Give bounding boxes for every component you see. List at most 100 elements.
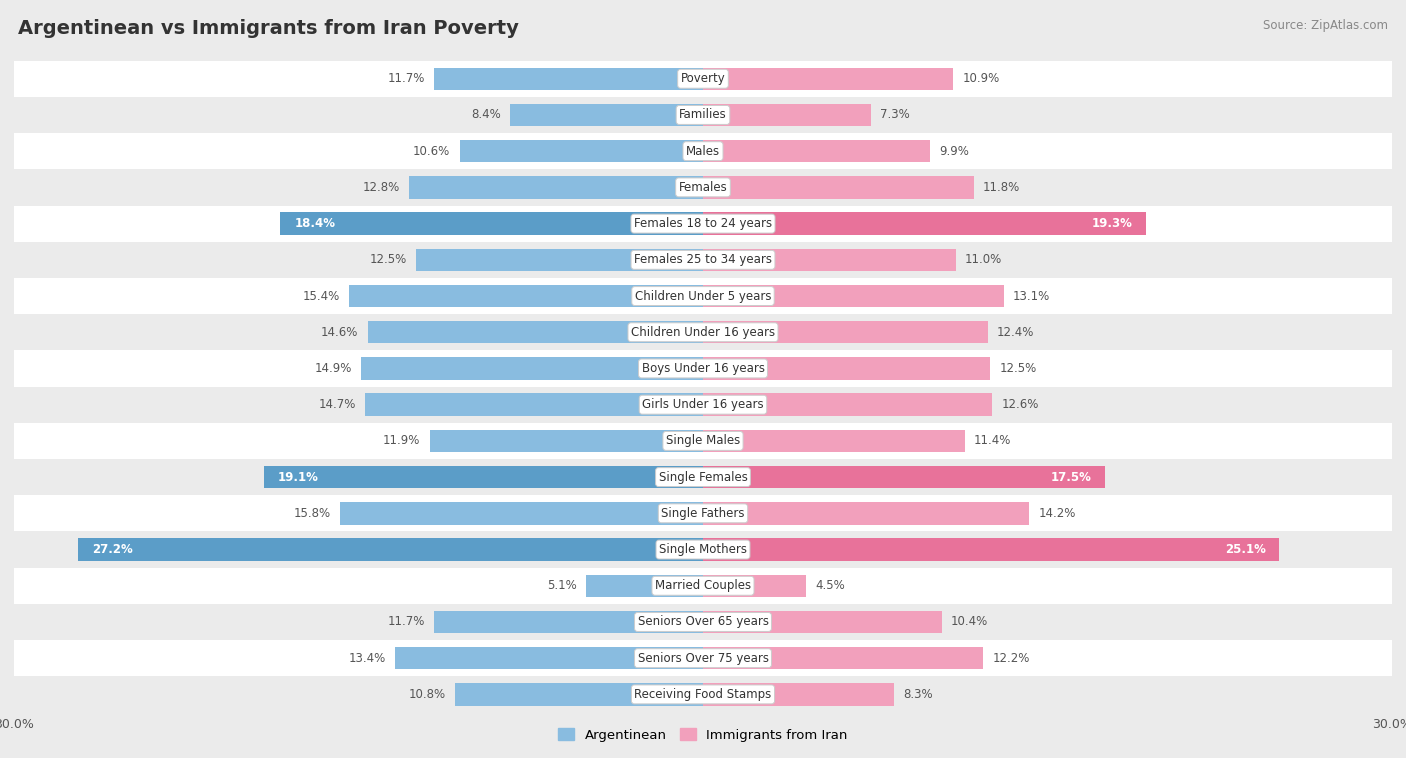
Bar (14, 568, 1392, 604)
Text: Married Couples: Married Couples (655, 579, 751, 592)
Text: 25.1%: 25.1% (1225, 543, 1265, 556)
Bar (703, 538, 1279, 561)
Text: 11.9%: 11.9% (384, 434, 420, 447)
Bar (703, 140, 931, 162)
Text: 13.4%: 13.4% (349, 652, 387, 665)
Bar (14, 278, 1392, 314)
Bar (14, 169, 1392, 205)
Bar (14, 350, 1392, 387)
Text: 12.6%: 12.6% (1001, 398, 1039, 411)
Bar (280, 212, 703, 235)
Text: Females 18 to 24 years: Females 18 to 24 years (634, 217, 772, 230)
Bar (349, 285, 703, 307)
Text: 14.9%: 14.9% (315, 362, 352, 375)
Bar (703, 212, 1146, 235)
Bar (14, 604, 1392, 640)
Bar (79, 538, 703, 561)
Text: 9.9%: 9.9% (939, 145, 969, 158)
Bar (703, 104, 870, 126)
Bar (14, 495, 1392, 531)
Text: 5.1%: 5.1% (547, 579, 576, 592)
Text: Girls Under 16 years: Girls Under 16 years (643, 398, 763, 411)
Bar (14, 205, 1392, 242)
Bar (586, 575, 703, 597)
Text: Boys Under 16 years: Boys Under 16 years (641, 362, 765, 375)
Bar (361, 357, 703, 380)
Text: 12.4%: 12.4% (997, 326, 1035, 339)
Bar (264, 466, 703, 488)
Text: 10.6%: 10.6% (413, 145, 450, 158)
Bar (14, 387, 1392, 423)
Bar (14, 676, 1392, 713)
Text: 11.4%: 11.4% (974, 434, 1011, 447)
Text: Children Under 16 years: Children Under 16 years (631, 326, 775, 339)
Bar (703, 611, 942, 633)
Legend: Argentinean, Immigrants from Iran: Argentinean, Immigrants from Iran (558, 728, 848, 742)
Text: Argentinean vs Immigrants from Iran Poverty: Argentinean vs Immigrants from Iran Pove… (18, 19, 519, 38)
Text: 12.5%: 12.5% (1000, 362, 1036, 375)
Bar (409, 176, 703, 199)
Bar (703, 393, 993, 416)
Bar (703, 249, 956, 271)
Bar (703, 647, 983, 669)
Text: 19.1%: 19.1% (278, 471, 319, 484)
Text: Single Fathers: Single Fathers (661, 507, 745, 520)
Text: 12.2%: 12.2% (993, 652, 1029, 665)
Bar (14, 61, 1392, 97)
Bar (14, 459, 1392, 495)
Bar (703, 466, 1105, 488)
Bar (366, 393, 703, 416)
Text: 14.2%: 14.2% (1038, 507, 1076, 520)
Bar (703, 683, 894, 706)
Bar (14, 97, 1392, 133)
Text: 14.7%: 14.7% (319, 398, 356, 411)
Bar (510, 104, 703, 126)
Bar (368, 321, 703, 343)
Bar (434, 611, 703, 633)
Text: 13.1%: 13.1% (1012, 290, 1050, 302)
Text: 11.0%: 11.0% (965, 253, 1002, 266)
Bar (703, 67, 953, 90)
Text: 17.5%: 17.5% (1050, 471, 1091, 484)
Bar (340, 502, 703, 525)
Bar (703, 575, 807, 597)
Text: Seniors Over 65 years: Seniors Over 65 years (637, 615, 769, 628)
Text: Children Under 5 years: Children Under 5 years (634, 290, 772, 302)
Bar (703, 502, 1029, 525)
Text: Single Males: Single Males (666, 434, 740, 447)
Text: 12.8%: 12.8% (363, 181, 399, 194)
Text: 18.4%: 18.4% (294, 217, 335, 230)
Bar (703, 430, 965, 452)
Bar (434, 67, 703, 90)
Bar (703, 176, 974, 199)
Bar (416, 249, 703, 271)
Text: 11.8%: 11.8% (983, 181, 1021, 194)
Text: 10.9%: 10.9% (963, 72, 1000, 85)
Text: Single Mothers: Single Mothers (659, 543, 747, 556)
Bar (14, 314, 1392, 350)
Text: 11.7%: 11.7% (388, 72, 425, 85)
Text: Females 25 to 34 years: Females 25 to 34 years (634, 253, 772, 266)
Text: Females: Females (679, 181, 727, 194)
Text: Source: ZipAtlas.com: Source: ZipAtlas.com (1263, 19, 1388, 32)
Bar (395, 647, 703, 669)
Text: 4.5%: 4.5% (815, 579, 845, 592)
Text: 8.3%: 8.3% (903, 688, 932, 701)
Text: 19.3%: 19.3% (1091, 217, 1132, 230)
Text: 10.8%: 10.8% (409, 688, 446, 701)
Text: 7.3%: 7.3% (880, 108, 910, 121)
Text: Males: Males (686, 145, 720, 158)
Bar (14, 423, 1392, 459)
Text: Receiving Food Stamps: Receiving Food Stamps (634, 688, 772, 701)
Text: 8.4%: 8.4% (471, 108, 501, 121)
Bar (703, 285, 1004, 307)
Bar (703, 357, 990, 380)
Text: 27.2%: 27.2% (93, 543, 134, 556)
Text: 12.5%: 12.5% (370, 253, 406, 266)
Text: 11.7%: 11.7% (388, 615, 425, 628)
Text: 15.8%: 15.8% (294, 507, 330, 520)
Text: 10.4%: 10.4% (950, 615, 988, 628)
Text: 15.4%: 15.4% (302, 290, 340, 302)
Bar (14, 531, 1392, 568)
Bar (14, 133, 1392, 169)
